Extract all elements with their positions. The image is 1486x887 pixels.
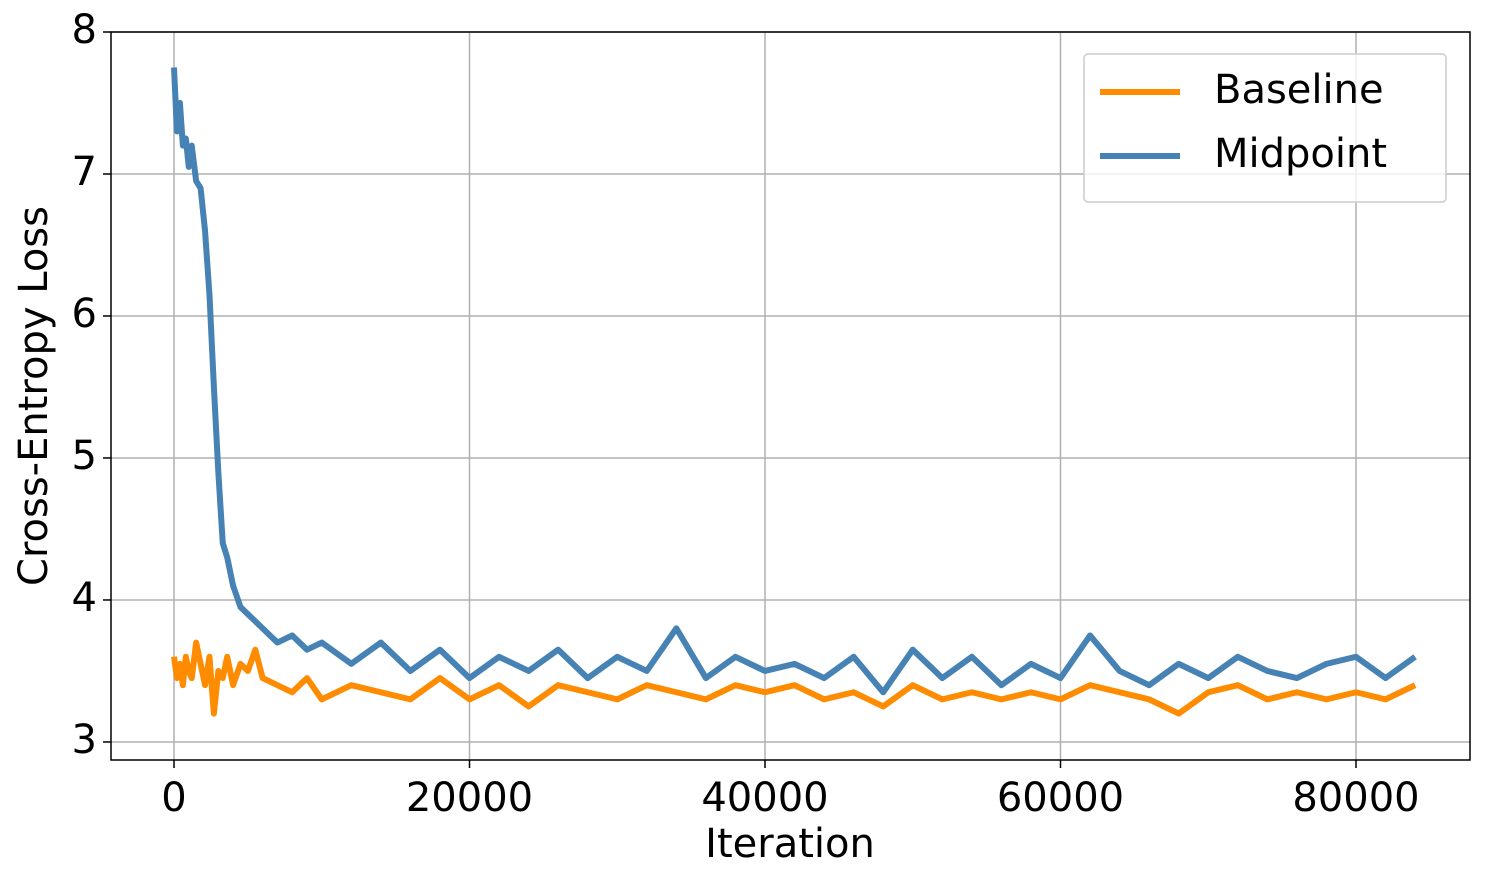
- y-tick-label: 4: [72, 575, 97, 621]
- y-tick-label: 8: [72, 7, 97, 53]
- y-tick-label: 3: [72, 717, 97, 763]
- y-axis-label: Cross-Entropy Loss: [11, 206, 57, 586]
- series-line: [171, 639, 1417, 717]
- x-tick-label: 40000: [701, 775, 828, 821]
- legend-label: Baseline: [1214, 67, 1384, 113]
- y-tick-label: 6: [72, 291, 97, 337]
- y-tick-label: 7: [72, 149, 97, 195]
- x-axis-label: Iteration: [705, 821, 875, 867]
- series-line: [171, 67, 1417, 696]
- x-tick-label: 60000: [997, 775, 1124, 821]
- y-tick-label: 5: [72, 433, 97, 479]
- x-tick-label: 20000: [406, 775, 533, 821]
- x-tick-label: 0: [161, 775, 186, 821]
- x-tick-label: 80000: [1292, 775, 1419, 821]
- legend-label: Midpoint: [1214, 131, 1387, 177]
- plot-frame: [110, 31, 1471, 761]
